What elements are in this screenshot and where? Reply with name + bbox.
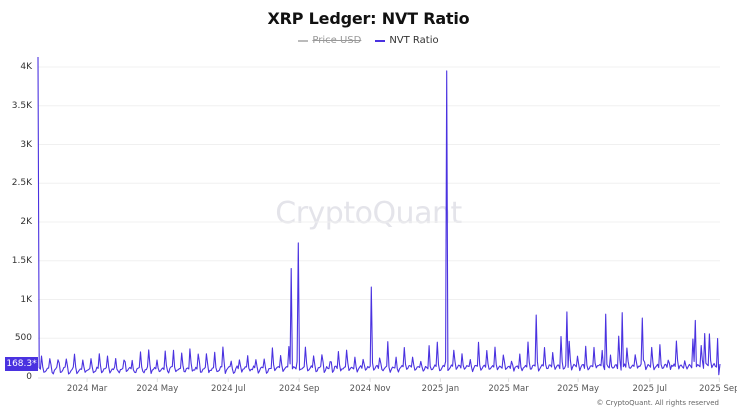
chart-title: XRP Ledger: NVT Ratio — [267, 9, 470, 28]
y-tick-label: 1K — [20, 294, 32, 305]
legend-swatch-icon — [298, 39, 309, 42]
legend: Price USD NVT Ratio — [0, 35, 737, 46]
watermark: CryptoQuant — [275, 196, 462, 231]
current-value-badge: 168.3* — [5, 357, 38, 371]
x-tick-label: 2024 Sep — [279, 384, 320, 394]
nvt-ratio-line — [37, 56, 721, 376]
legend-swatch-icon — [375, 39, 386, 42]
y-tick-label: 500 — [14, 333, 32, 344]
x-tick-label: 2024 May — [136, 384, 179, 394]
x-tick-label: 2025 May — [557, 384, 600, 394]
x-tick-label: 2024 Nov — [349, 384, 391, 394]
copyright: © CryptoQuant. All rights reserved — [596, 399, 719, 407]
y-tick-label: 3K — [20, 139, 32, 150]
y-tick-label: 1.5K — [11, 255, 32, 266]
x-tick-label: 2024 Jul — [210, 384, 246, 394]
y-tick-label: 3.5K — [11, 100, 32, 111]
grid-lines — [38, 66, 720, 339]
x-tick-label: 2024 Mar — [66, 384, 108, 394]
y-tick-label: 2K — [20, 217, 32, 227]
y-tick-label: 2.5K — [11, 178, 32, 189]
x-tick-label: 2025 Sep — [699, 384, 737, 394]
legend-item-nvt-ratio[interactable]: NVT Ratio — [375, 35, 439, 46]
y-tick-label: 4K — [20, 62, 32, 72]
y-tick-label: 0 — [26, 372, 32, 382]
x-tick-marks — [86, 378, 720, 382]
legend-label: NVT Ratio — [389, 35, 439, 46]
legend-label: Price USD — [312, 35, 362, 46]
legend-item-price-usd[interactable]: Price USD — [298, 35, 361, 46]
x-tick-label: 2025 Mar — [488, 384, 529, 394]
x-tick-label: 2025 Jul — [632, 384, 668, 394]
x-tick-label: 2025 Jan — [421, 384, 460, 394]
